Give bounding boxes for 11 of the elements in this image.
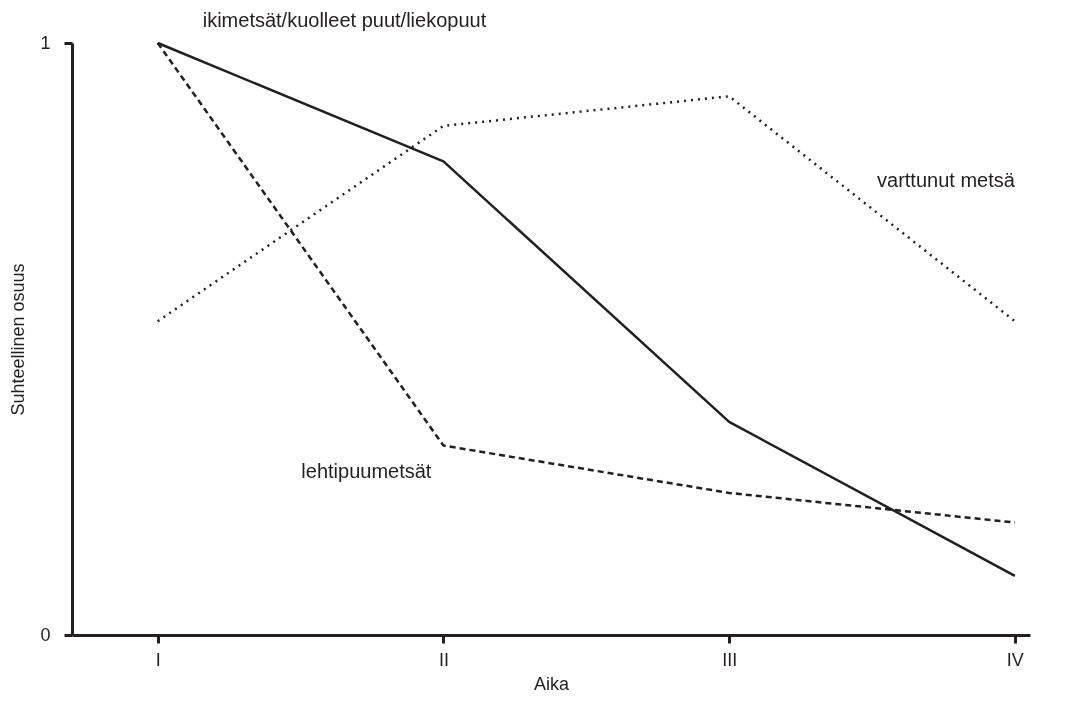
x-axis-title: Aika [533,673,570,694]
series-label: lehtipuumetsät [301,459,432,482]
series-label: ikimetsät/kuolleet puut/liekopuut [202,9,487,31]
y-axis-title: Suhteellinen osuus [8,263,29,416]
x-tick-label: II [438,649,449,670]
y-tick-label: 1 [40,32,51,53]
x-tick-label: IV [1006,649,1024,670]
x-tick-label: III [722,649,738,670]
y-tick-label: 0 [40,624,51,645]
series-label: varttunut metsä [877,169,1016,192]
x-tick-label: I [155,649,161,670]
